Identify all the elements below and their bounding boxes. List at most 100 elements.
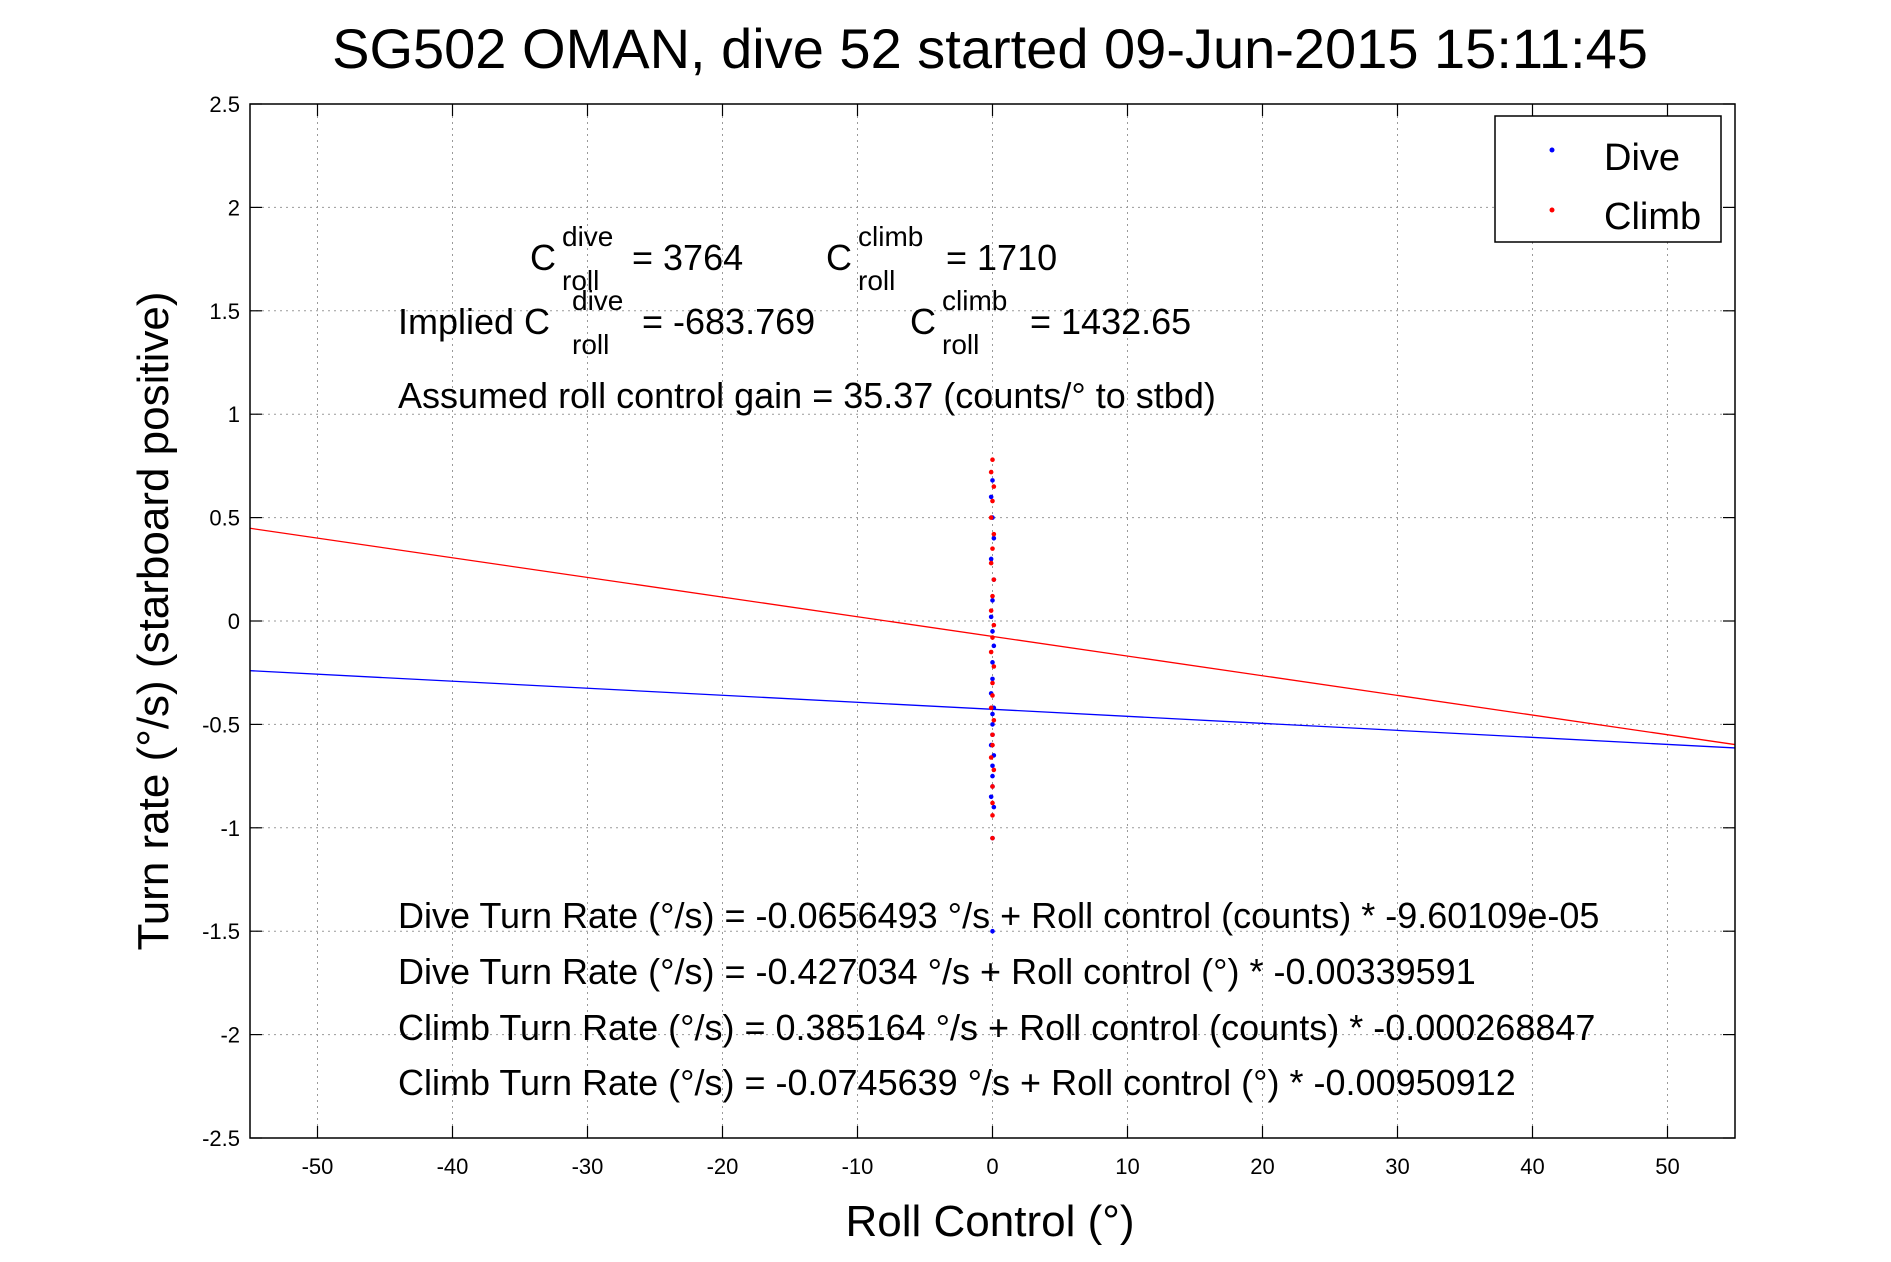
data-point-dive	[990, 660, 995, 665]
y-tick-label: 0.5	[209, 506, 240, 531]
data-point-climb	[990, 680, 995, 686]
y-tick-label: 2.5	[209, 92, 240, 117]
implied-climb-c: C	[910, 301, 936, 342]
x-tick-label: -50	[302, 1154, 334, 1179]
data-point-climb	[990, 800, 995, 806]
x-tick-labels: -50 -40 -30 -20 -10 0 10 20 30 40 50	[302, 1154, 1680, 1179]
x-tick-label: 30	[1385, 1154, 1409, 1179]
data-point-climb	[990, 457, 995, 462]
y-tick-label: -1	[220, 816, 240, 841]
data-point-climb	[990, 498, 995, 504]
c-roll-climb-c: C	[826, 237, 852, 278]
data-point-dive	[991, 535, 997, 541]
data-point-dive	[990, 722, 995, 727]
legend-marker-climb	[1549, 207, 1555, 213]
implied-climb-sup: climb	[942, 285, 1007, 316]
data-point-climb	[988, 608, 994, 613]
data-point-climb	[988, 515, 994, 520]
x-tick-label: 0	[986, 1154, 998, 1179]
data-point-climb	[988, 755, 994, 760]
c-roll-dive-sub: roll	[562, 265, 599, 296]
data-point-dive	[988, 556, 994, 562]
y-tick-label: -1.5	[202, 919, 240, 944]
x-tick-label: 50	[1655, 1154, 1679, 1179]
implied-dive-sub: roll	[572, 329, 609, 360]
data-point-climb	[990, 635, 995, 640]
data-point-dive	[990, 676, 995, 682]
data-point-dive	[988, 494, 994, 500]
data-point-dive	[990, 763, 995, 769]
y-axis-label: Turn rate (°/s) (starboard positive)	[129, 291, 178, 950]
equation-dive-degrees: Dive Turn Rate (°/s) = -0.427034 °/s + R…	[398, 951, 1476, 992]
grid	[250, 104, 1735, 1138]
data-point-climb	[990, 593, 995, 599]
x-tick-label: -30	[572, 1154, 604, 1179]
chart-title: SG502 OMAN, dive 52 started 09-Jun-2015 …	[332, 17, 1648, 80]
data-point-dive	[990, 478, 995, 483]
c-roll-climb-value: = 1710	[946, 237, 1057, 278]
implied-climb-value: = 1432.65	[1030, 301, 1191, 342]
legend-marker-dive	[1549, 147, 1555, 153]
data-point-dive	[988, 614, 994, 620]
equation-climb-counts: Climb Turn Rate (°/s) = 0.385164 °/s + R…	[398, 1007, 1595, 1048]
data-point-dive	[988, 794, 994, 800]
data-point-climb	[990, 742, 995, 748]
x-tick-label: 40	[1520, 1154, 1544, 1179]
implied-dive-value: = -683.769	[642, 301, 815, 342]
equation-climb-degrees: Climb Turn Rate (°/s) = -0.0745639 °/s +…	[398, 1062, 1516, 1103]
c-roll-climb-sub: roll	[858, 265, 895, 296]
c-roll-annotations: C dive roll = 3764 C climb roll = 1710 I…	[398, 221, 1216, 416]
data-point-dive	[990, 598, 995, 603]
data-point-climb	[991, 531, 997, 537]
y-tick-label: 1.5	[209, 299, 240, 324]
y-tick-label: 0	[228, 609, 240, 634]
regression-equations: Dive Turn Rate (°/s) = -0.0656493 °/s + …	[398, 895, 1599, 1103]
implied-prefix: Implied C	[398, 301, 550, 342]
implied-climb-sub: roll	[942, 329, 979, 360]
c-roll-dive-value: = 3764	[632, 237, 743, 278]
x-tick-label: 20	[1250, 1154, 1274, 1179]
data-point-dive	[991, 804, 997, 810]
data-point-climb	[990, 784, 995, 789]
legend: Dive Climb	[1494, 115, 1722, 243]
x-tick-label: -40	[437, 1154, 469, 1179]
legend-label-climb: Climb	[1604, 196, 1701, 238]
data-point-climb	[991, 664, 997, 669]
data-point-dive	[991, 643, 997, 649]
y-tick-label: -2.5	[202, 1126, 240, 1151]
data-point-climb	[991, 767, 997, 773]
data-point-climb	[991, 622, 997, 628]
data-point-climb	[990, 813, 995, 818]
data-point-climb	[990, 546, 995, 551]
y-tick-label: 2	[228, 195, 240, 220]
x-tick-label: -20	[707, 1154, 739, 1179]
c-roll-dive-sup: dive	[562, 221, 613, 252]
x-tick-label: 10	[1115, 1154, 1139, 1179]
x-axis-label: Roll Control (°)	[846, 1197, 1135, 1246]
data-point-dive	[990, 629, 995, 634]
legend-label-dive: Dive	[1604, 137, 1680, 179]
y-tick-label: 1	[228, 402, 240, 427]
data-point-climb	[991, 484, 997, 489]
data-points	[988, 457, 997, 934]
data-point-climb	[990, 732, 995, 738]
data-point-climb	[988, 649, 994, 655]
data-point-dive	[990, 711, 995, 717]
data-point-climb	[988, 469, 994, 475]
data-point-dive	[990, 773, 995, 779]
implied-dive-sup: dive	[572, 285, 623, 316]
data-point-dive	[990, 928, 995, 934]
legend-box	[1494, 115, 1722, 243]
data-point-climb	[991, 717, 997, 723]
data-point-climb	[990, 835, 995, 841]
y-tick-label: -2	[220, 1023, 240, 1048]
data-point-climb	[990, 693, 995, 698]
equation-dive-counts: Dive Turn Rate (°/s) = -0.0656493 °/s + …	[398, 895, 1599, 936]
x-tick-label: -10	[842, 1154, 874, 1179]
axis-ticks	[250, 103, 1735, 1139]
data-point-climb	[988, 705, 994, 711]
data-point-climb	[991, 577, 997, 582]
data-point-climb	[988, 560, 994, 566]
gain-annotation: Assumed roll control gain = 35.37 (count…	[398, 375, 1216, 416]
